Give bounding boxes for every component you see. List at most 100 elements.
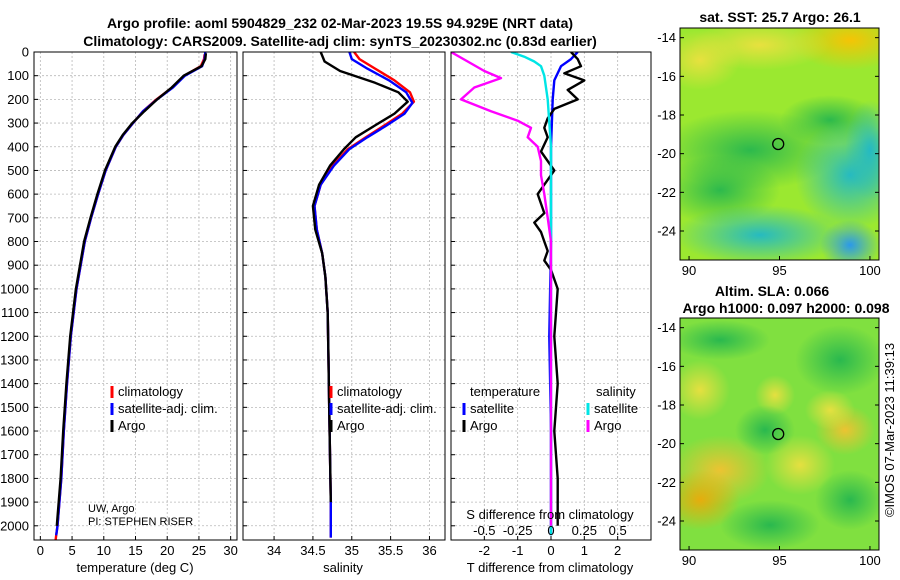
x-tick-label: 34.5 — [300, 543, 325, 558]
x-tick-label: 36 — [422, 543, 436, 558]
salinity-lines — [311, 52, 416, 538]
sla-argo-marker — [772, 427, 785, 441]
depth-tick-label: 1900 — [0, 495, 29, 510]
sla-map-title-line2: Argo h1000: 0.097 h2000: 0.098 — [682, 300, 889, 316]
salinity-axes-box — [242, 51, 446, 541]
salinity-diff-tick-label: 0 — [547, 523, 554, 538]
salinity-diff-tick-label: -0.25 — [503, 523, 533, 538]
x-tick-label: 10 — [97, 543, 111, 558]
map-x-tick-label: 100 — [859, 553, 881, 568]
sst-map: sat. SST: 25.7 Argo: 26.1 90 95 100 -14 -16 -… — [657, 9, 881, 278]
legend-label-temp-satellite: satellite — [470, 401, 514, 416]
map-y-tick-label: -14 — [657, 320, 676, 335]
depth-tick-label: 700 — [7, 210, 29, 225]
credit-uw: UW, Argo — [88, 503, 134, 515]
map-y-tick-label: -20 — [657, 436, 676, 451]
sst-map-ticks: 90 95 100 -14 -16 -18 -20 -22 -24 — [657, 30, 881, 278]
depth-tick-label: 1300 — [0, 352, 29, 367]
credit-pi: PI: STEPHEN RISER — [88, 516, 193, 528]
salinity-diff-tick-label: 0.5 — [609, 523, 627, 538]
sst-map-title: sat. SST: 25.7 Argo: 26.1 — [699, 9, 861, 25]
sla-map-title-line1: Altim. SLA: 0.066 — [715, 283, 830, 299]
difference-lines — [451, 52, 586, 536]
temperature-lines — [54, 52, 208, 540]
temperature-difference-xlabel: T difference from climatology — [467, 560, 634, 575]
temperature-xlabel: temperature (deg C) — [76, 560, 193, 575]
legend-label-sal-satellite: satellite — [594, 401, 638, 416]
depth-tick-label: 0 — [22, 45, 29, 60]
map-y-tick-label: -18 — [657, 398, 676, 413]
depth-tick-label: 300 — [7, 116, 29, 131]
map-y-tick-label: -22 — [657, 475, 676, 490]
map-x-tick-label: 95 — [772, 263, 786, 278]
x-tick-label: -2 — [479, 543, 491, 558]
salinity-difference-ticks: -0.5 -0.25 0 0.25 0.5 — [473, 523, 627, 538]
sla-map-ticks: 90 95 100 -14 -16 -18 -20 -22 -24 — [657, 320, 881, 568]
legend-label-climatology: climatology — [337, 384, 403, 399]
map-x-tick-label: 95 — [772, 553, 786, 568]
legend-label-satellite: satellite-adj. clim. — [118, 401, 218, 416]
temperature-legend: climatology satellite-adj. clim. Argo — [110, 384, 218, 433]
salinity-xticks: 34 34.5 35 35.5 36 — [267, 536, 437, 558]
depth-tick-label: 900 — [7, 258, 29, 273]
depth-tick-label: 500 — [7, 163, 29, 178]
map-y-tick-label: -22 — [657, 185, 676, 200]
x-tick-label: 0 — [37, 543, 44, 558]
figure-title-line2: Climatology: CARS2009. Satellite-adj cli… — [83, 33, 597, 49]
difference-legend: temperature satellite Argo salinity sate… — [462, 384, 638, 433]
map-y-tick-label: -24 — [657, 514, 676, 529]
salinity-diff-tick-label: 0.25 — [572, 523, 597, 538]
map-y-tick-label: -20 — [657, 146, 676, 161]
difference-panel: -2 -1 0 1 2 S difference from climatology -0… — [450, 51, 652, 575]
depth-tick-label: 100 — [7, 68, 29, 83]
map-y-tick-label: -16 — [657, 359, 676, 374]
x-tick-label: 20 — [160, 543, 174, 558]
legend-title-temperature: temperature — [470, 384, 540, 399]
legend-label-satellite: satellite-adj. clim. — [337, 401, 437, 416]
depth-tick-label: 200 — [7, 92, 29, 107]
depth-tick-label: 400 — [7, 139, 29, 154]
salinity-xlabel: salinity — [323, 560, 363, 575]
temperature-xticks: 0 5 10 15 20 25 30 — [37, 536, 238, 558]
legend-label-argo: Argo — [118, 418, 145, 433]
x-tick-label: 35.5 — [378, 543, 403, 558]
x-tick-label: 34 — [267, 543, 281, 558]
depth-tick-label: 1600 — [0, 424, 29, 439]
map-y-tick-label: -18 — [657, 108, 676, 123]
legend-title-salinity: salinity — [596, 384, 636, 399]
map-y-tick-label: -24 — [657, 224, 676, 239]
map-x-tick-label: 90 — [682, 553, 696, 568]
sst-argo-marker — [772, 137, 785, 151]
depth-tick-label: 1500 — [0, 400, 29, 415]
temperature-panel: 0 5 10 15 20 25 30 temperature (deg C) climato… — [33, 51, 238, 575]
depth-tick-label: 2000 — [0, 518, 29, 533]
depth-tick-label: 1200 — [0, 329, 29, 344]
difference-xticks: -2 -1 0 1 2 — [479, 536, 621, 558]
depth-tick-label: 1800 — [0, 471, 29, 486]
depth-tick-label: 1000 — [0, 281, 29, 296]
x-tick-label: 0 — [547, 543, 554, 558]
series-line-argo — [55, 53, 208, 526]
sst-map-field — [680, 28, 879, 260]
depth-tick-label: 1100 — [1, 305, 29, 320]
depth-tick-label: 800 — [7, 234, 29, 249]
series-line-salinity-argo — [451, 52, 553, 526]
map-y-tick-label: -16 — [657, 69, 676, 84]
x-tick-label: 15 — [128, 543, 142, 558]
x-tick-label: 1 — [581, 543, 588, 558]
depth-tick-label: 1400 — [0, 376, 29, 391]
legend-label-argo: Argo — [337, 418, 364, 433]
imos-copyright: ©IMOS 07-Mar-2023 11:39:13 — [882, 343, 897, 517]
x-tick-label: 5 — [68, 543, 75, 558]
x-tick-label: 25 — [192, 543, 206, 558]
salinity-difference-xlabel: S difference from climatology — [466, 507, 634, 522]
x-tick-label: -1 — [512, 543, 524, 558]
salinity-panel: 34 34.5 35 35.5 36 salinity climatology sate… — [242, 51, 446, 575]
map-y-tick-label: -14 — [657, 30, 676, 45]
salinity-diff-tick-label: -0.5 — [473, 523, 495, 538]
depth-tick-label: 600 — [7, 187, 29, 202]
x-tick-label: 35 — [345, 543, 359, 558]
salinity-legend: climatology satellite-adj. clim. Argo — [329, 384, 437, 433]
legend-label-climatology: climatology — [118, 384, 184, 399]
